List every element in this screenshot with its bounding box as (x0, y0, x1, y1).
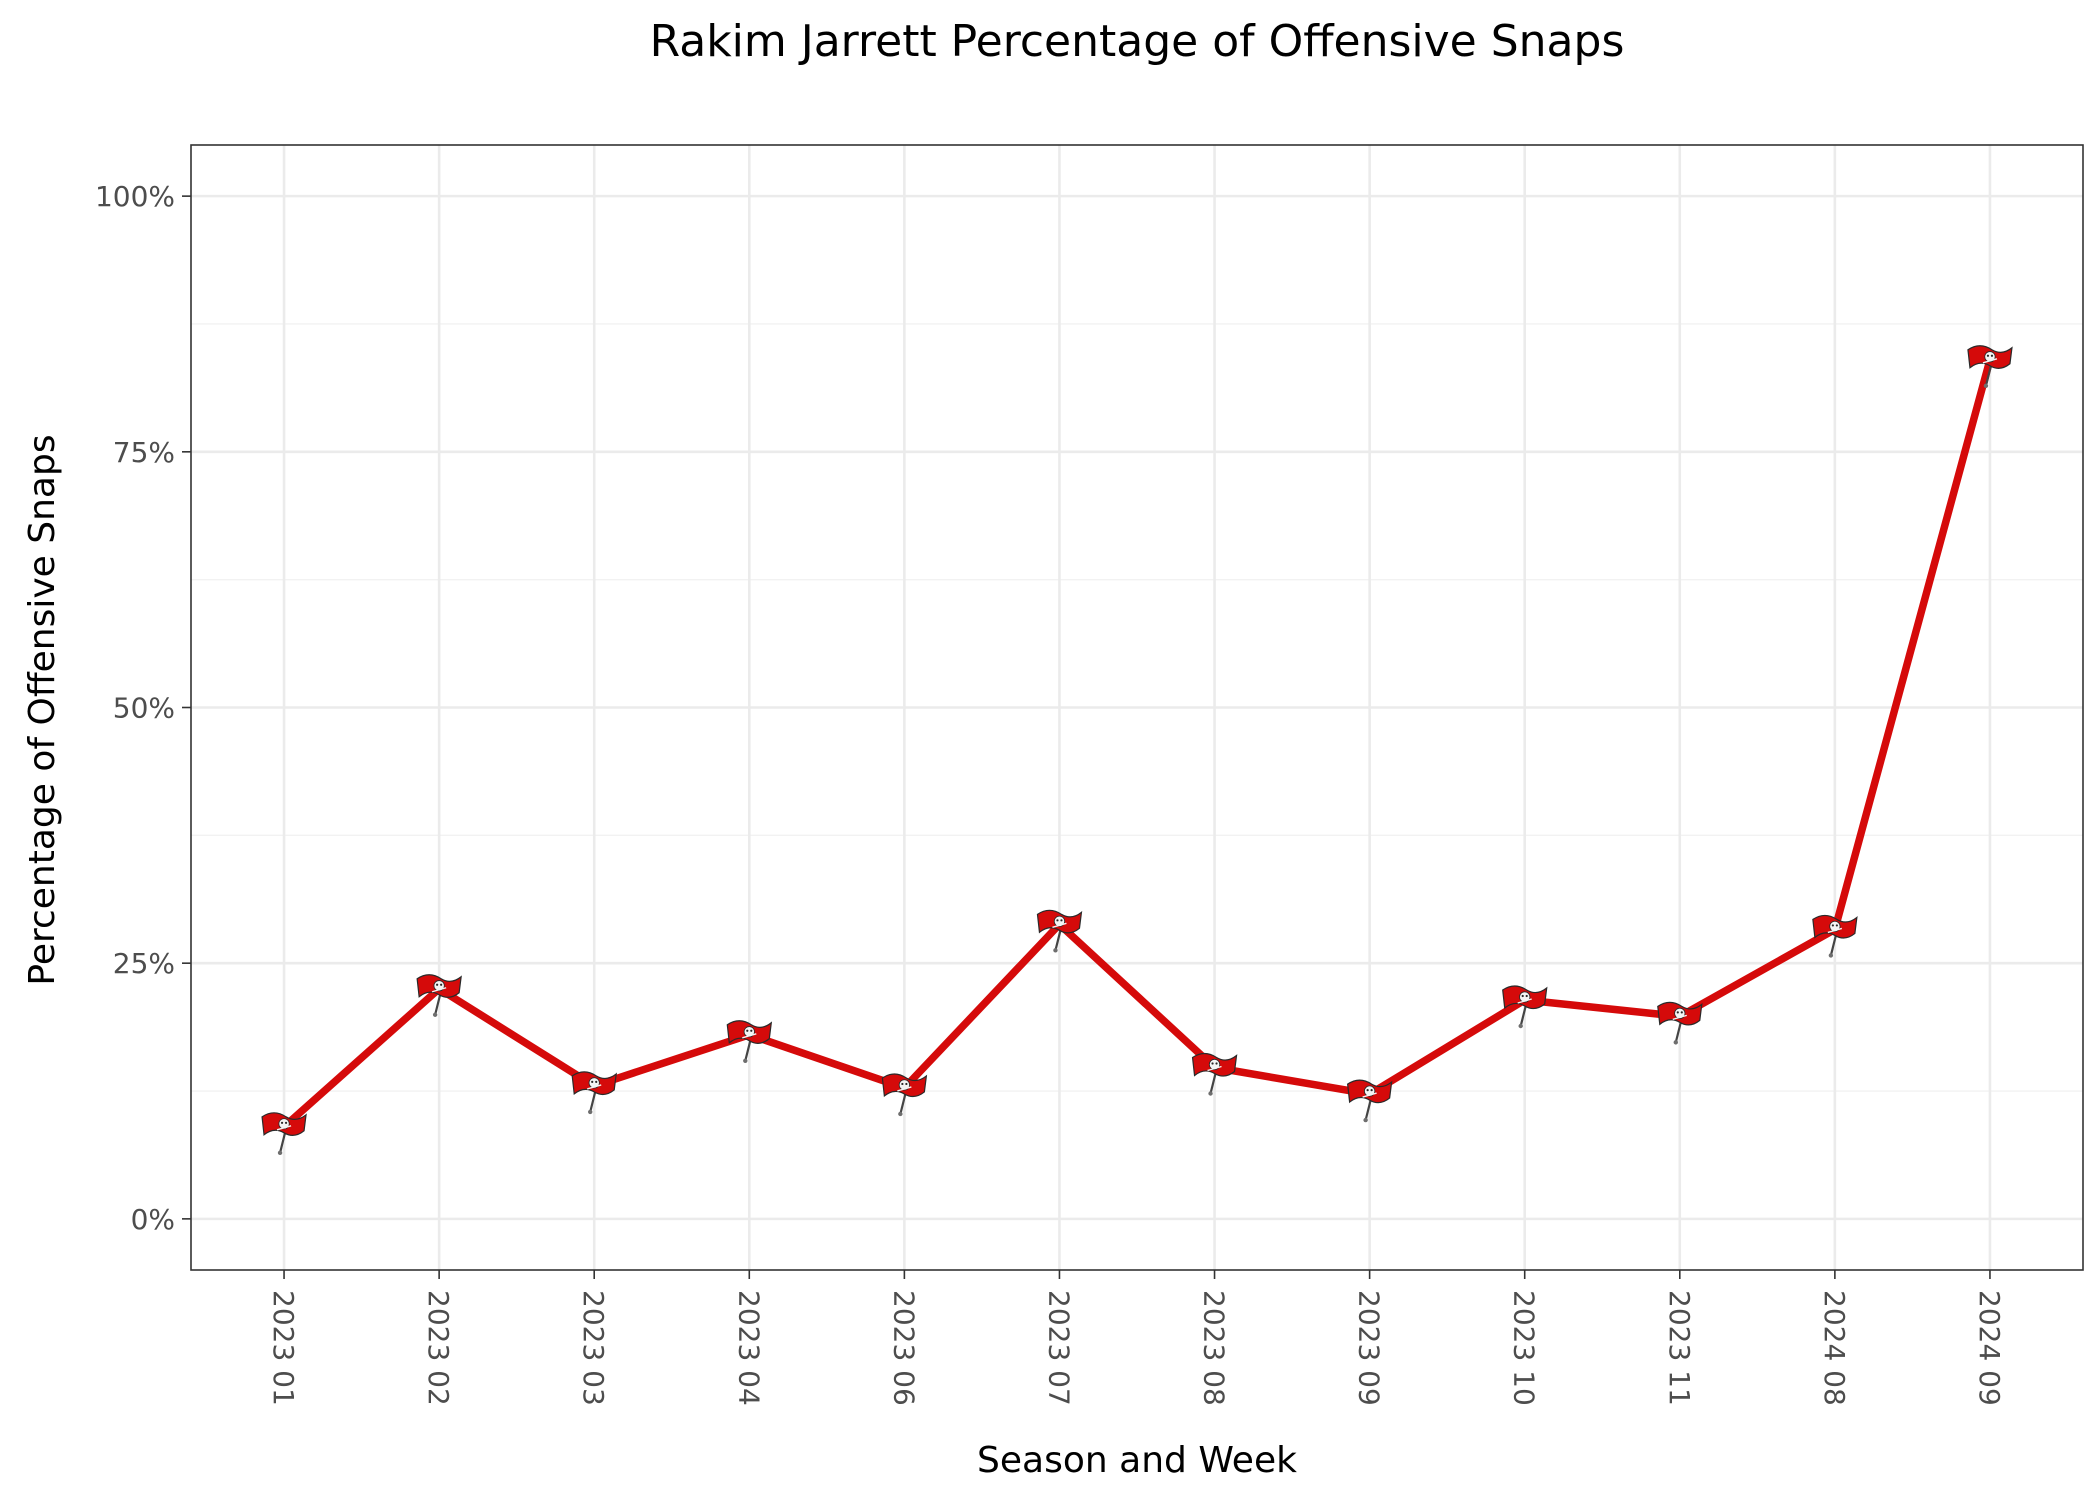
x-tick-label: 2023 09 (1353, 1290, 1386, 1406)
data-point-flag-icon (1191, 1052, 1238, 1096)
y-tick-label: 0% (131, 1203, 175, 1236)
tick-labels: 0% 25% 50% 75% 100% 2023 01 2023 02 2023 03 2023… (95, 180, 2006, 1406)
data-point-flag-icon (1812, 914, 1858, 958)
data-point-flag-icon (261, 1112, 307, 1156)
x-tick-label: 2023 06 (887, 1290, 920, 1406)
y-tick-label: 75% (113, 436, 175, 469)
markers (261, 345, 2013, 1156)
y-tick-label: 100% (95, 180, 175, 213)
x-tick-label: 2023 02 (422, 1290, 455, 1406)
x-tick-label: 2023 11 (1663, 1290, 1696, 1406)
x-axis-title: Season and Week (977, 1440, 1297, 1481)
data-point-flag-icon (726, 1020, 773, 1063)
y-axis-title: Percentage of Offensive Snaps (22, 434, 63, 985)
data-point-flag-icon (1036, 909, 1083, 953)
grid (191, 145, 2083, 1270)
data-point-flag-icon (1967, 345, 2013, 388)
x-tick-label: 2023 04 (732, 1290, 765, 1406)
y-tick-label: 50% (113, 692, 175, 725)
x-tick-label: 2024 08 (1818, 1290, 1851, 1406)
data-point-flag-icon (571, 1071, 617, 1115)
data-point-flag-icon (1502, 985, 1548, 1029)
series (280, 356, 1994, 1131)
chart-title: Rakim Jarrett Percentage of Offensive Sn… (650, 16, 1625, 67)
data-point-flag-icon (1346, 1079, 1393, 1123)
data-point-flag-icon (1657, 1001, 1703, 1045)
x-tick-label: 2023 08 (1198, 1290, 1231, 1406)
axis-ticks (182, 195, 1991, 1279)
x-tick-label: 2023 10 (1508, 1290, 1541, 1406)
x-tick-label: 2023 01 (267, 1290, 300, 1406)
data-point-flag-icon (416, 974, 462, 1017)
x-tick-label: 2023 03 (577, 1290, 610, 1406)
data-point-flag-icon (881, 1073, 928, 1117)
x-tick-label: 2023 07 (1042, 1290, 1075, 1406)
series-line (280, 356, 1994, 1131)
y-tick-label: 25% (113, 947, 175, 980)
x-tick-label: 2024 09 (1973, 1290, 2006, 1406)
